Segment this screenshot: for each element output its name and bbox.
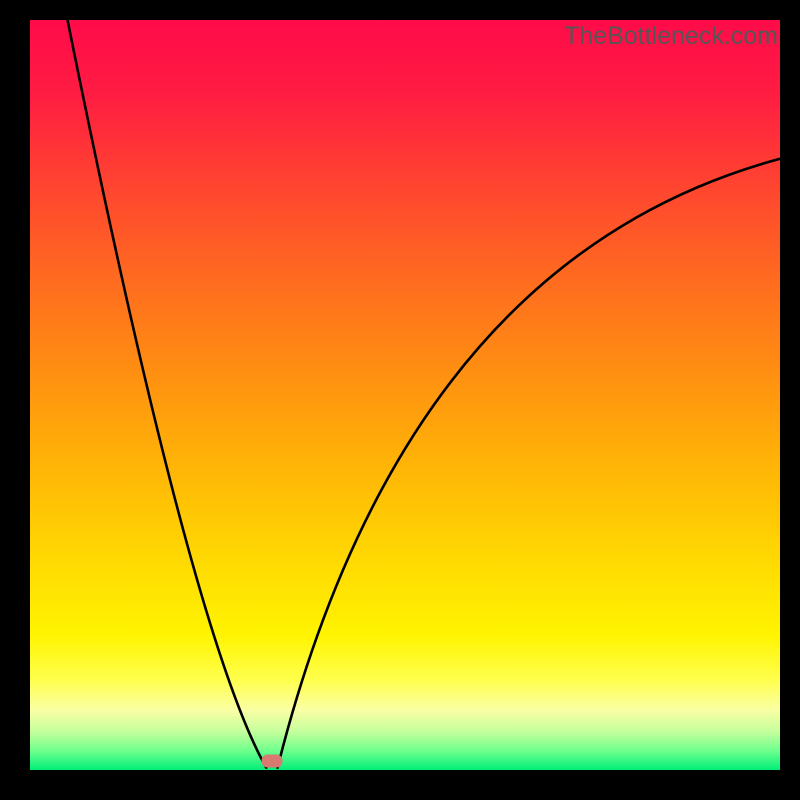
frame-border-top [0, 0, 800, 20]
frame-border-left [0, 0, 30, 800]
optimum-marker [261, 755, 282, 768]
watermark-text: TheBottleneck.com [564, 22, 778, 51]
frame-border-bottom [0, 770, 800, 800]
bottleneck-curve [30, 20, 780, 770]
chart-frame: TheBottleneck.com [0, 0, 800, 800]
frame-border-right [780, 0, 800, 800]
plot-area [30, 20, 780, 770]
curve-path [68, 20, 781, 768]
